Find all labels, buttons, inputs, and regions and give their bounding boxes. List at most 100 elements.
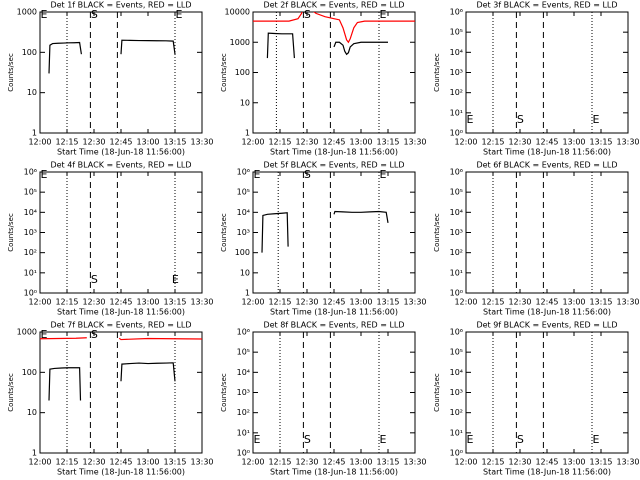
y-axis-label: Counts/sec [433,213,441,252]
x-tick-label: 12:30 [508,298,531,307]
x-axis-label: Start Time (18-Jun-18 11:56:00) [57,148,185,157]
marker-letter: E [176,8,183,21]
marker-letter: E [380,168,387,181]
y-tick-label: 10⁰ [450,129,463,138]
y-axis-label: Counts/sec [7,373,15,412]
x-tick-label: 12:45 [535,458,558,467]
x-tick-label: 12:30 [82,298,105,307]
data-line [48,362,176,401]
x-tick-label: 12:30 [508,138,531,147]
y-tick-label: 100 [235,248,250,257]
y-tick-label: 10¹ [450,108,463,117]
x-tick-label: 12:15 [55,458,78,467]
y-tick-label: 10⁵ [450,28,463,37]
x-tick-label: 12:30 [295,298,318,307]
x-tick-label: 12:30 [82,458,105,467]
y-tick-label: 10⁶ [450,8,463,17]
x-tick-label: 13:15 [589,458,612,467]
panel-title: Det 3f BLACK = Events, RED = LLD [476,1,617,10]
y-tick-label: 10⁶ [450,168,463,177]
data-line [266,32,388,59]
x-tick-label: 12:30 [82,138,105,147]
y-tick-label: 10³ [450,68,463,77]
x-tick-label: 12:00 [28,458,51,467]
y-tick-label: 100 [22,48,37,57]
marker-letter: S [517,433,524,446]
y-tick-label: 10³ [450,228,463,237]
panel-title: Det 1f BLACK = Events, RED = LLD [50,1,191,10]
marker-letter: S [304,168,311,181]
x-axis-label: Start Time (18-Jun-18 11:56:00) [270,308,398,317]
x-tick-label: 13:00 [562,138,585,147]
x-tick-label: 13:15 [163,138,186,147]
panel-title: Det 5f BLACK = Events, RED = LLD [263,161,404,170]
y-axis-label: Counts/sec [220,53,228,92]
x-tick-label: 13:30 [616,138,639,147]
x-tick-label: 13:15 [589,298,612,307]
y-tick-label: 10² [450,248,463,257]
y-tick-label: 10 [240,98,250,107]
plot-panel: Det 9f BLACK = Events, RED = LLD Counts/s… [433,321,640,477]
y-tick-label: 10⁴ [237,208,250,217]
marker-letter: E [593,113,600,126]
plot-panel: Det 7f BLACK = Events, RED = LLD Counts/s… [7,321,214,477]
y-axis-label: Counts/sec [433,373,441,412]
x-tick-label: 13:30 [616,458,639,467]
x-tick-label: 13:00 [349,138,372,147]
y-axis-label: Counts/sec [220,213,228,252]
x-tick-label: 12:45 [109,138,132,147]
y-tick-label: 10³ [24,228,37,237]
x-tick-label: 12:45 [322,458,345,467]
marker-letter: S [91,8,98,21]
panel-title: Det 8f BLACK = Events, RED = LLD [263,321,404,330]
plot-panel: Det 4f BLACK = Events, RED = LLD Counts/s… [7,161,214,317]
x-tick-label: 13:00 [136,298,159,307]
x-tick-label: 12:00 [454,458,477,467]
y-tick-label: 10⁴ [24,208,37,217]
x-axis-label: Start Time (18-Jun-18 11:56:00) [483,468,611,477]
x-tick-label: 12:45 [322,298,345,307]
panel-title: Det 9f BLACK = Events, RED = LLD [476,321,617,330]
x-tick-label: 13:00 [349,298,372,307]
marker-letter: E [41,8,48,21]
y-tick-label: 10⁶ [450,328,463,337]
x-tick-label: 12:00 [28,138,51,147]
data-line [48,39,176,74]
x-tick-label: 12:15 [481,298,504,307]
panel-title: Det 7f BLACK = Events, RED = LLD [50,321,191,330]
y-tick-label: 10⁴ [237,368,250,377]
y-tick-label: 1 [245,289,250,298]
marker-letter: E [467,433,474,446]
y-tick-label: 10³ [237,228,250,237]
x-tick-label: 13:30 [616,298,639,307]
y-tick-label: 10⁰ [24,289,37,298]
marker-letter: S [304,433,311,446]
marker-letter: E [41,328,48,341]
y-tick-label: 10² [24,248,37,257]
x-axis-label: Start Time (18-Jun-18 11:56:00) [57,308,185,317]
y-tick-label: 10⁶ [24,168,37,177]
x-tick-label: 12:15 [268,458,291,467]
y-tick-label: 10⁴ [450,208,463,217]
y-tick-label: 10⁴ [450,48,463,57]
x-tick-label: 12:00 [241,298,264,307]
marker-letter: S [304,8,311,21]
marker-letter: E [172,273,179,286]
plot-panel: Det 2f BLACK = Events, RED = LLD Counts/s… [220,1,427,157]
x-tick-label: 12:45 [535,298,558,307]
y-tick-label: 1 [32,449,37,458]
y-tick-label: 10⁵ [24,188,37,197]
x-tick-label: 12:30 [295,458,318,467]
panel-title: Det 2f BLACK = Events, RED = LLD [263,1,404,10]
y-tick-label: 10² [237,408,250,417]
x-tick-label: 13:00 [562,298,585,307]
x-tick-label: 13:30 [403,138,426,147]
y-tick-label: 10¹ [450,428,463,437]
x-axis-label: Start Time (18-Jun-18 11:56:00) [270,468,398,477]
data-line [261,210,389,253]
x-tick-label: 13:30 [190,138,213,147]
marker-letter: E [593,433,600,446]
y-axis-label: Counts/sec [433,53,441,92]
